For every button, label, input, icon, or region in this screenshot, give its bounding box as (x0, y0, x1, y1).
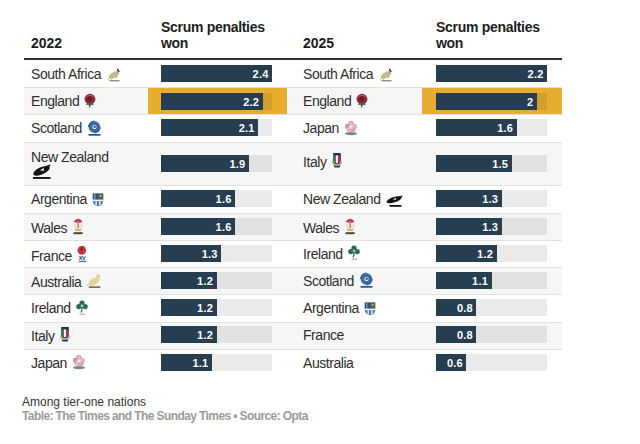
svg-text:XV: XV (79, 254, 86, 260)
